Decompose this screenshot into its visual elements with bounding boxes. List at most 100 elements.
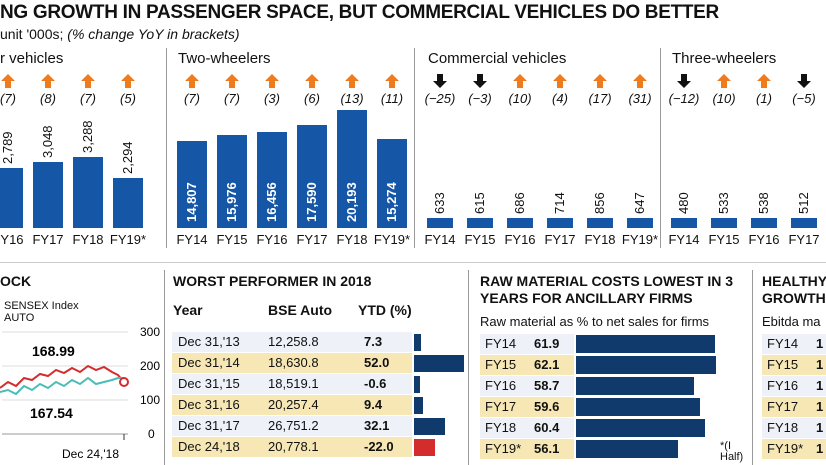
bar: [177, 141, 207, 228]
arrow-up-icon: [185, 74, 199, 88]
cell-value: 1: [816, 399, 824, 414]
arrow-down-icon: [473, 74, 487, 88]
bar: [791, 218, 817, 228]
x-tick-label: FY14: [668, 232, 700, 247]
cell-bse-auto: 18,630.8: [268, 355, 319, 370]
change-label: (7): [80, 91, 96, 106]
separator-2: [414, 48, 415, 248]
panel-title-three-wheelers: Three-wheelers: [672, 50, 777, 67]
cell-year: FY18: [485, 420, 517, 435]
separator-1: [166, 48, 167, 248]
separator-6: [752, 270, 753, 465]
stock-title: OCK: [0, 273, 32, 289]
table-row: FY16 1: [762, 376, 826, 396]
arrow-up-icon: [593, 74, 607, 88]
separator-5: [468, 270, 469, 465]
table-row: FY18 60.4: [480, 418, 574, 438]
bar: [587, 218, 613, 228]
bar: [627, 218, 653, 228]
cell-year: FY16: [485, 378, 517, 393]
raw-material-bar: [576, 419, 705, 437]
cell-year: Dec 31,'17: [178, 418, 240, 433]
arrow-up-icon: [717, 74, 731, 88]
x-tick-label: FY16: [748, 232, 780, 247]
sensex-label: 168.99: [32, 343, 75, 359]
table-row: Dec 31,'17 26,751.2 32.1: [172, 416, 412, 436]
bar: [711, 218, 737, 228]
table-row: FY16 58.7: [480, 376, 574, 396]
change-label: (17): [588, 91, 612, 106]
change-label: (−25): [424, 91, 456, 106]
table-row: Dec 31,'13 12,258.8 7.3: [172, 332, 412, 352]
cell-value: 61.9: [534, 336, 560, 351]
raw-material-subtitle: Raw material as % to net sales for firms: [480, 314, 710, 329]
change-label: (11): [380, 91, 404, 106]
x-tick-label: FY15: [464, 232, 496, 247]
bar: [113, 178, 143, 228]
cell-ytd: -0.6: [364, 376, 387, 391]
ytd-bar: [414, 439, 435, 456]
arrow-down-icon: [433, 74, 447, 88]
bar: [427, 218, 453, 228]
change-label: (8): [40, 91, 56, 106]
cell-value: 59.6: [534, 399, 560, 414]
arrow-up-icon: [345, 74, 359, 88]
cell-year: FY18: [767, 420, 799, 435]
table-row: FY19* 56.1: [480, 439, 574, 459]
raw-footnote-1: *(I: [720, 440, 731, 452]
bar-value-label: 512: [796, 192, 811, 214]
change-label: (10): [712, 91, 736, 106]
sensex-line: [0, 364, 125, 389]
bar: [377, 139, 407, 228]
table-row: FY18 1: [762, 418, 826, 438]
table-row: FY17 1: [762, 397, 826, 417]
arrow-up-icon: [81, 74, 95, 88]
bar-value-label: 2,294: [120, 141, 135, 174]
cell-bse-auto: 18,519.1: [268, 376, 319, 391]
x-tick-label: FY17: [296, 232, 328, 247]
change-label: (1): [756, 91, 772, 106]
change-label: (31): [628, 91, 652, 106]
bar: [33, 162, 63, 228]
table-row: FY15 62.1: [480, 355, 574, 375]
cell-year: FY16: [767, 378, 799, 393]
cell-value: 1: [816, 357, 824, 372]
table-row: Dec 31,'16 20,257.4 9.4: [172, 395, 412, 415]
page-title: NG GROWTH IN PASSENGER SPACE, BUT COMMER…: [0, 2, 719, 23]
x-tick-label: FY17: [788, 232, 820, 247]
raw-material-bar: [576, 377, 694, 395]
x-tick-label: FY16: [256, 232, 288, 247]
bar-value-label: 2,789: [0, 131, 15, 164]
table-row: FY14 1: [762, 334, 826, 354]
cell-value: 1: [816, 336, 824, 351]
change-label: (6): [304, 91, 320, 106]
cell-bse-auto: 12,258.8: [268, 334, 319, 349]
arrow-down-icon: [677, 74, 691, 88]
change-label: (−12): [668, 91, 700, 106]
change-label: (−5): [792, 91, 816, 106]
bar-value-label: 856: [592, 192, 607, 214]
cell-ytd: 9.4: [364, 397, 383, 412]
bar-value-label: 480: [676, 192, 691, 214]
bar-value-label: 533: [716, 192, 731, 214]
separator-3: [660, 48, 661, 248]
arrow-up-icon: [633, 74, 647, 88]
arrow-up-icon: [265, 74, 279, 88]
raw-material-bar: [576, 440, 678, 458]
arrow-up-icon: [385, 74, 399, 88]
cell-bse-auto: 20,778.1: [268, 439, 319, 454]
legend-sensex: SENSEX Index: [4, 300, 79, 312]
bar: [467, 218, 493, 228]
cell-year: FY19*: [767, 441, 804, 456]
bar-value-label: 15,976: [224, 182, 239, 222]
change-label: (13): [340, 91, 364, 106]
panel-title-cars: r vehicles: [0, 50, 64, 67]
cell-year: FY19*: [485, 441, 522, 456]
bar: [0, 168, 23, 228]
cell-year: Dec 24,'18: [178, 439, 240, 454]
x-tick-label: FY17: [32, 232, 64, 247]
change-label: (10): [508, 91, 532, 106]
x-tick-label: FY17: [544, 232, 576, 247]
table-row: Dec 24,'18 20,778.1 -22.0: [172, 437, 412, 457]
bar-value-label: 686: [512, 192, 527, 214]
